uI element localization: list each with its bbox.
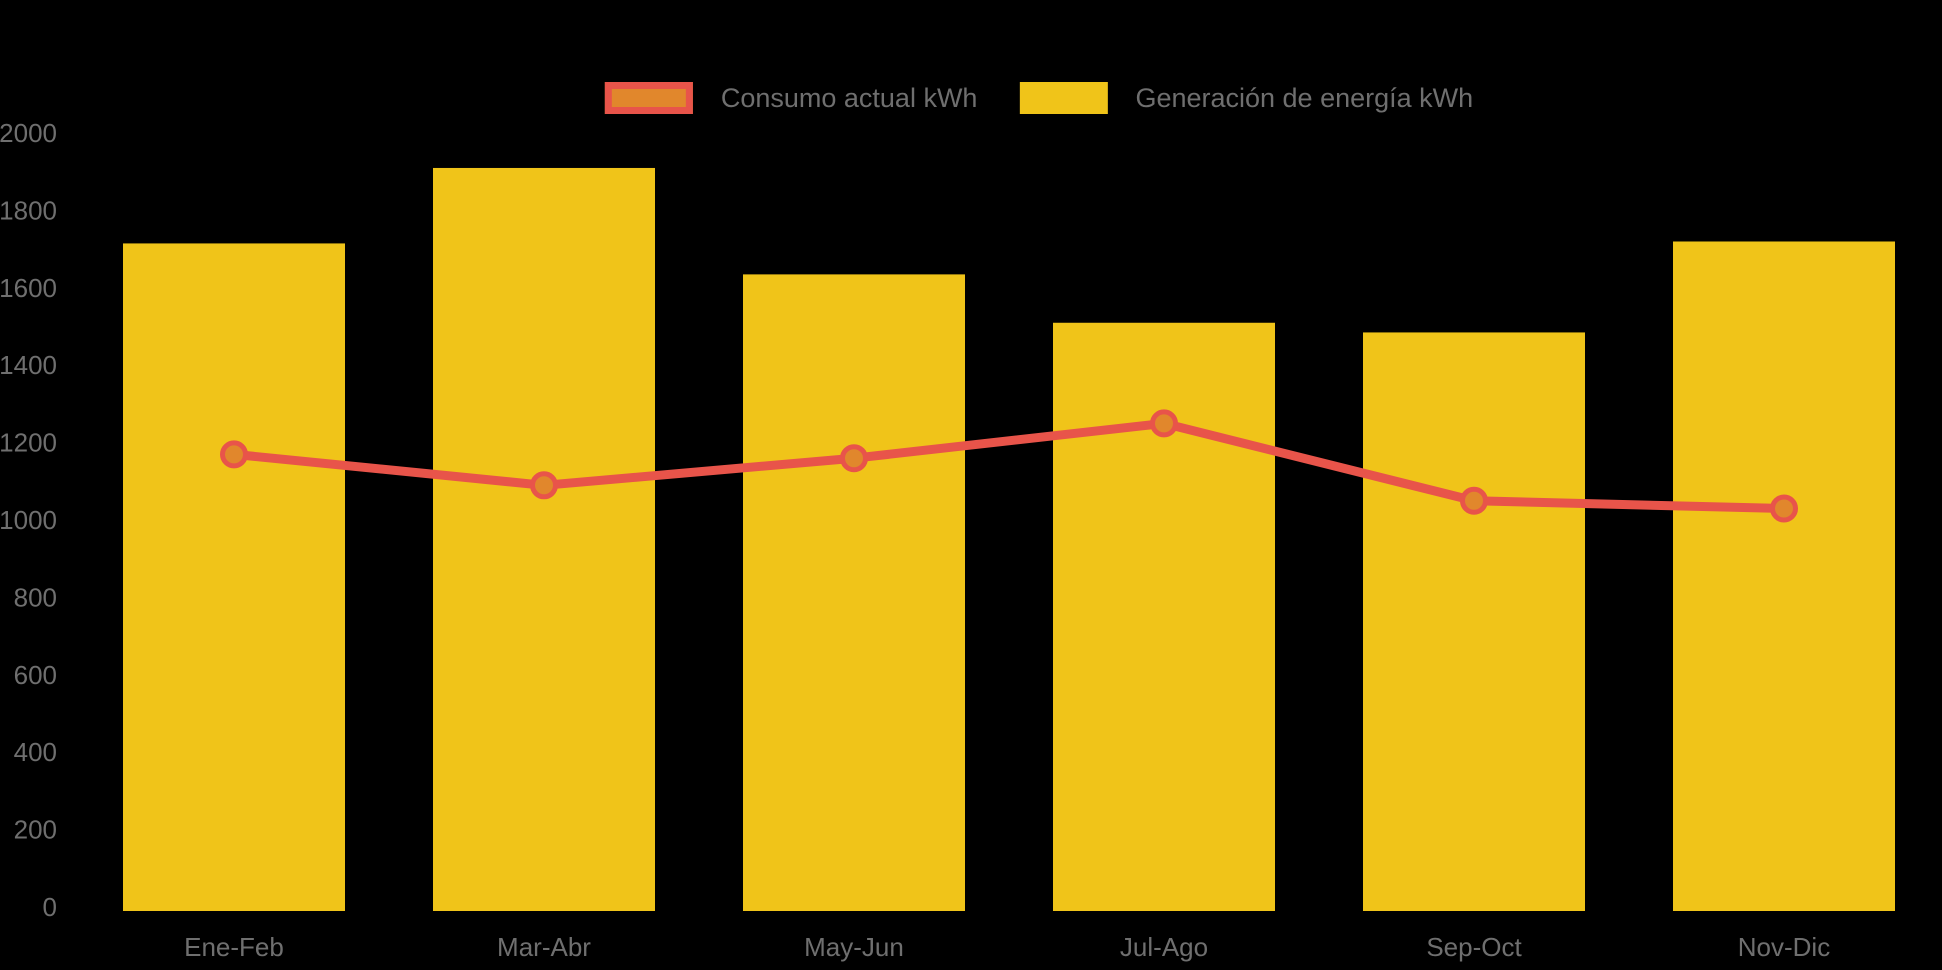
bar-generacion-Nov-Dic[interactable] bbox=[1673, 241, 1895, 912]
line-point-consumo-Jul-Ago[interactable] bbox=[1150, 409, 1178, 438]
line-point-consumo-Sep-Oct[interactable] bbox=[1460, 486, 1488, 515]
line-point-consumo-Nov-Dic[interactable] bbox=[1770, 494, 1798, 523]
bar-generacion-Ene-Feb[interactable] bbox=[123, 243, 345, 912]
y-axis-tick-label-1200: 1200 bbox=[0, 428, 57, 458]
line-point-consumo-Mar-Abr[interactable] bbox=[530, 471, 558, 500]
x-axis-category-label-Nov-Dic: Nov-Dic bbox=[1738, 932, 1830, 962]
legend-swatch-generacion-icon bbox=[1019, 82, 1108, 114]
y-axis-tick-label-2000: 2000 bbox=[0, 118, 57, 148]
x-axis-category-label-May-Jun: May-Jun bbox=[804, 932, 904, 962]
y-axis-tick-label-1000: 1000 bbox=[0, 505, 57, 535]
y-axis-tick-label-200: 200 bbox=[14, 815, 57, 845]
chart-legend: Consumo actual kWh Generación de energía… bbox=[604, 80, 1473, 116]
y-axis-tick-label-0: 0 bbox=[43, 892, 57, 922]
y-axis-tick-label-800: 800 bbox=[14, 582, 57, 612]
consumo-line bbox=[229, 418, 1789, 514]
bar-generacion-May-Jun[interactable] bbox=[743, 274, 965, 911]
line-point-consumo-Ene-Feb[interactable] bbox=[220, 440, 248, 469]
legend-label-consumo: Consumo actual kWh bbox=[720, 83, 978, 113]
legend-label-generacion: Generación de energía kWh bbox=[1135, 83, 1474, 113]
x-axis-category-label-Mar-Abr: Mar-Abr bbox=[497, 932, 591, 962]
y-axis-tick-label-1800: 1800 bbox=[0, 195, 57, 225]
y-axis-tick-label-1600: 1600 bbox=[0, 273, 57, 303]
y-axis-tick-label-400: 400 bbox=[14, 737, 57, 767]
x-axis-category-label-Sep-Oct: Sep-Oct bbox=[1426, 932, 1522, 962]
line-point-consumo-May-Jun[interactable] bbox=[840, 444, 868, 473]
y-axis-tick-label-1400: 1400 bbox=[0, 350, 57, 380]
y-axis-tick-label-600: 600 bbox=[14, 660, 57, 690]
x-axis-category-label-Ene-Feb: Ene-Feb bbox=[184, 932, 284, 962]
legend-swatch-consumo-icon bbox=[604, 82, 693, 114]
x-axis-category-label-Jul-Ago: Jul-Ago bbox=[1120, 932, 1208, 962]
legend-item-generacion[interactable]: Generación de energía kWh bbox=[1019, 80, 1473, 116]
bar-generacion-Sep-Oct[interactable] bbox=[1363, 332, 1585, 911]
bar-generacion-Mar-Abr[interactable] bbox=[433, 167, 655, 911]
legend-item-consumo[interactable]: Consumo actual kWh bbox=[604, 80, 978, 116]
